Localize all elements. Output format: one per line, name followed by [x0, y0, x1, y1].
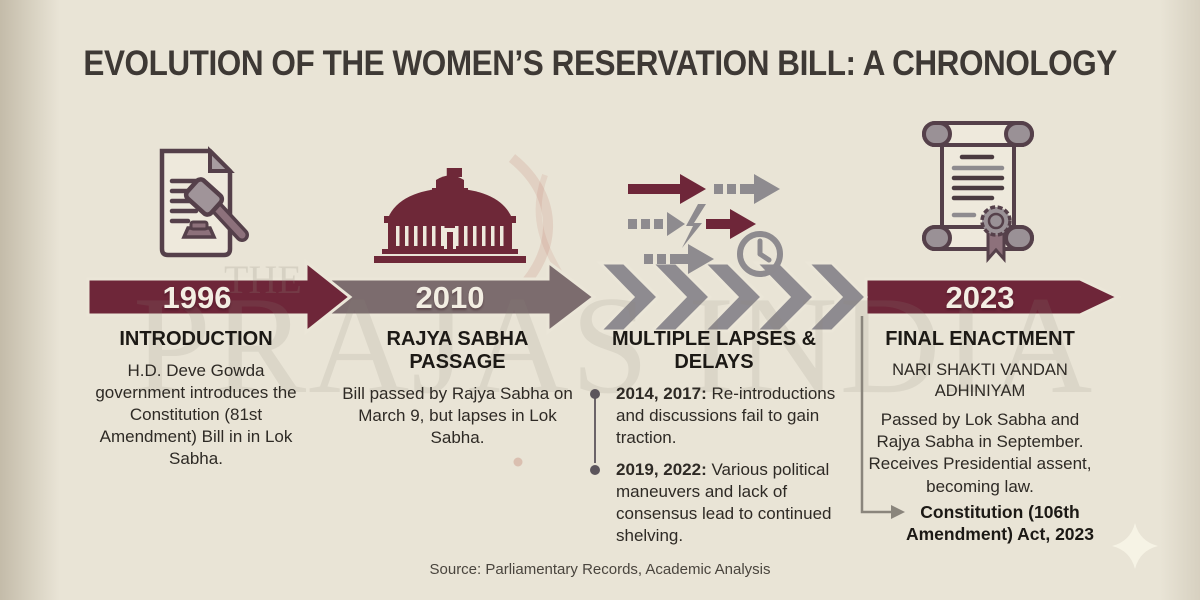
callout-constitution-act: Constitution (106th Amendment) Act, 2023 [905, 502, 1094, 544]
timeline-chevron-2 [648, 261, 713, 333]
flame-dot [513, 457, 523, 467]
milestone-body-final-enactment: Passed by Lok Sabha and Rajya Sabha in S… [868, 410, 1092, 496]
year-label-2023: 2023 [945, 280, 1015, 315]
bullet-dot-icon [590, 389, 600, 399]
timeline-chevron-3 [700, 261, 765, 333]
milestone-column-lapses: MULTIPLE LAPSES & DELAYS 2014, 2017: Re-… [583, 328, 845, 557]
lapses-arrows-clock-icon [628, 174, 783, 277]
milestone-heading-lapses: MULTIPLE LAPSES & DELAYS [611, 328, 817, 373]
document-gavel-icon [159, 146, 249, 258]
milestone-body-introduction: H.D. Deve Gowda government introduces th… [95, 361, 297, 469]
milestone-heading-final-enactment: FINAL ENACTMENT [885, 328, 1075, 350]
timeline-chevron-1 [596, 261, 661, 333]
milestone-column-2023: FINAL ENACTMENT NARI SHAKTI VANDAN ADHIN… [866, 328, 1094, 498]
bullet-text: Re-introductions and discussions fail to… [616, 384, 836, 447]
lapses-bullet-list: 2014, 2017: Re-introductions and discuss… [583, 383, 845, 546]
parliament-building-icon [374, 168, 526, 263]
timeline-chevron-5 [804, 261, 869, 333]
bullet-item-2019-2022: 2019, 2022: Various political maneuvers … [583, 459, 845, 546]
title-bar: EVOLUTION OF THE WOMEN’S RESERVATION BIL… [0, 44, 1200, 84]
bullet-prefix: 2014, 2017: [616, 384, 707, 403]
milestone-column-1996: INTRODUCTION H.D. Deve Gowda government … [88, 328, 304, 470]
flame-watermark-2 [535, 173, 569, 286]
year-label-1996: 1996 [162, 280, 232, 315]
page-title: EVOLUTION OF THE WOMEN’S RESERVATION BIL… [83, 44, 1117, 83]
milestone-heading-rajya-sabha: RAJYA SABHA PASSAGE [386, 328, 529, 373]
source-note: Source: Parliamentary Records, Academic … [429, 561, 771, 578]
timeline-chevron-4 [752, 261, 817, 333]
scroll-certificate-icon [922, 121, 1034, 263]
year-label-2010: 2010 [415, 280, 485, 315]
bullet-connector-line [594, 397, 596, 463]
milestone-column-2010: RAJYA SABHA PASSAGE Bill passed by Rajya… [340, 328, 575, 449]
bullet-dot-icon [590, 465, 600, 476]
milestone-heading-introduction: INTRODUCTION [119, 328, 273, 350]
bullet-item-2014-2017: 2014, 2017: Re-introductions and discuss… [583, 383, 845, 448]
milestone-subheading-nari-shakti: NARI SHAKTI VANDAN ADHINIYAM [892, 361, 1068, 400]
bullet-prefix: 2019, 2022: [616, 460, 707, 480]
milestone-body-rajya-sabha: Bill passed by Rajya Sabha on March 9, b… [342, 384, 573, 448]
bullet-text: Various political maneuvers and lack of … [616, 460, 832, 545]
